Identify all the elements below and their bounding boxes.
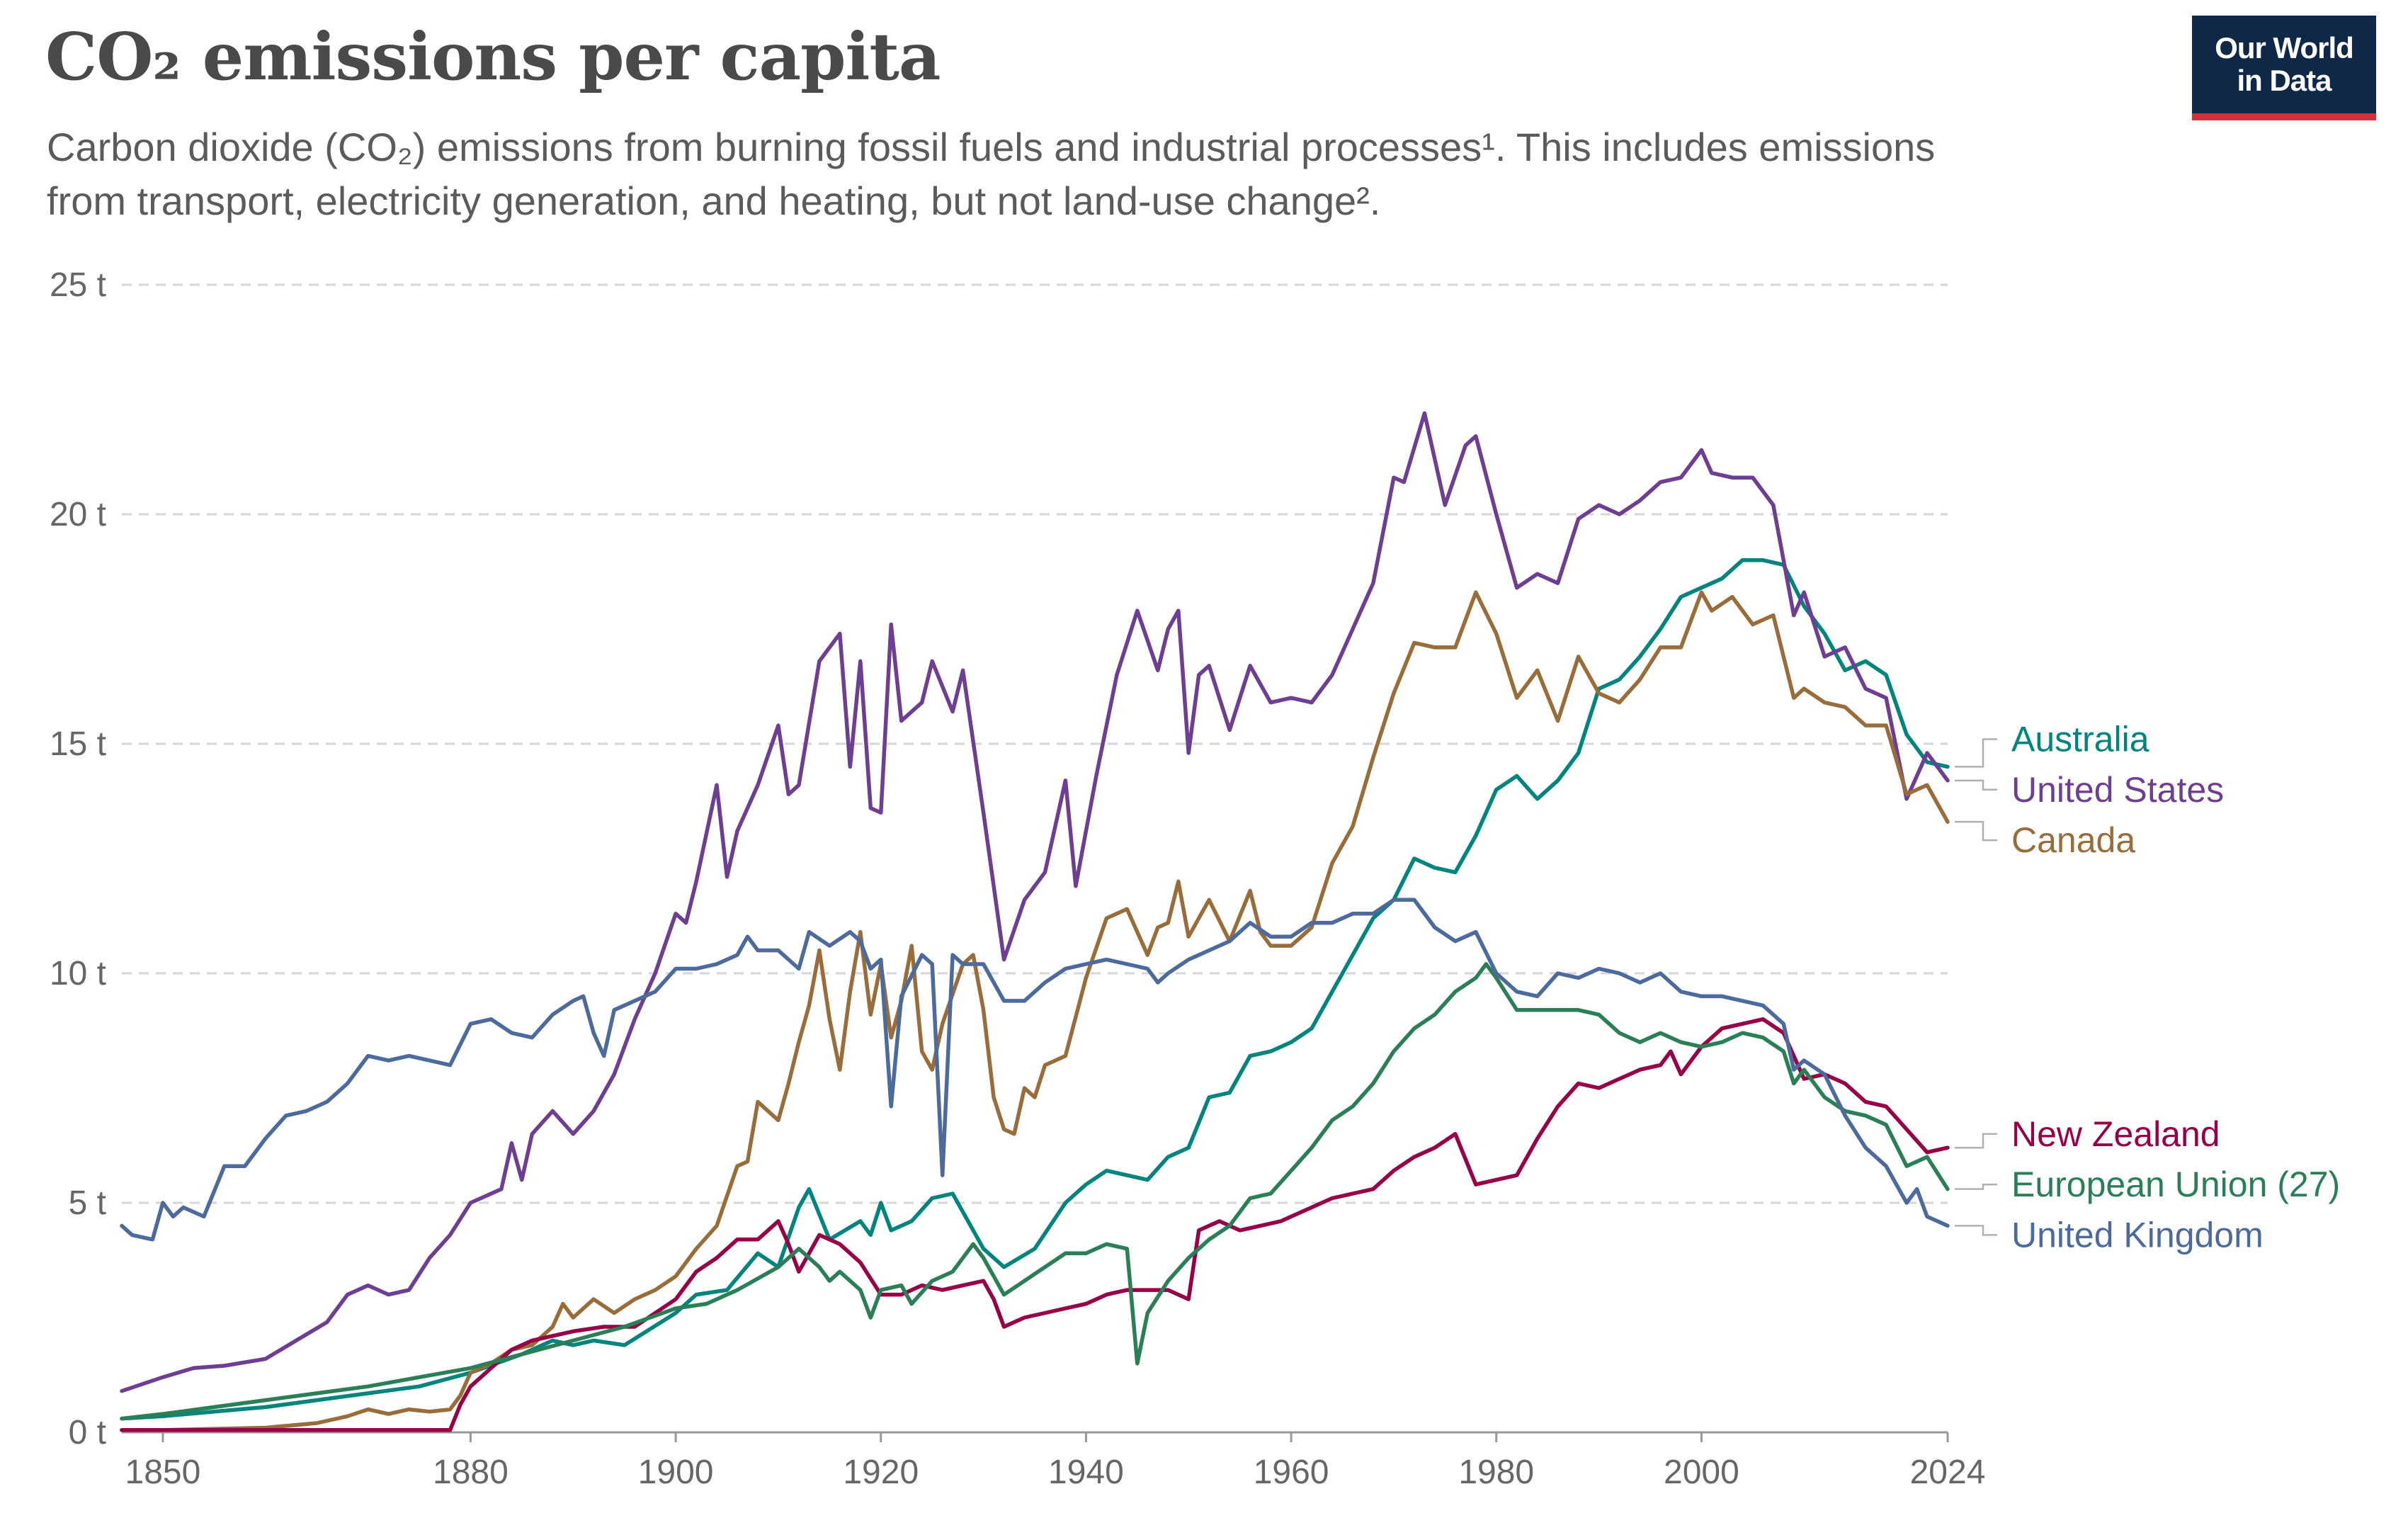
y-tick-label: 25 t xyxy=(50,266,106,304)
x-tick-label: 1880 xyxy=(433,1454,509,1491)
legend-connector xyxy=(1955,738,1997,768)
legend-label: Australia xyxy=(2011,720,2149,759)
chart-subtitle: Carbon dioxide (CO₂) emissions from burn… xyxy=(47,120,2086,228)
x-tick-label: 2024 xyxy=(1910,1454,1986,1491)
y-tick-label: 15 t xyxy=(50,725,106,763)
legend-connector xyxy=(1955,779,1997,791)
legend-connector xyxy=(1955,1225,1997,1236)
legend-label: United States xyxy=(2011,770,2224,810)
legend-label: European Union (27) xyxy=(2011,1165,2340,1204)
x-tick-label: 1940 xyxy=(1048,1454,1124,1491)
x-tick-label: 2000 xyxy=(1664,1454,1739,1491)
logo-line-2: in Data xyxy=(2237,64,2332,97)
chart-title: CO₂ emissions per capita xyxy=(45,18,941,95)
series-lines xyxy=(120,411,1950,1432)
x-tick-label: 1980 xyxy=(1458,1454,1534,1491)
legend-connector xyxy=(1955,820,1997,842)
series-line xyxy=(120,558,1950,1421)
legend-connector xyxy=(1955,1133,1997,1149)
our-world-in-data-logo[interactable]: Our World in Data xyxy=(2192,16,2376,120)
logo-line-1: Our World xyxy=(2215,31,2354,64)
axes: 0 t 5 t 10 t 15 t 20 t 25 t 1850 1880 1900 1920 19… xyxy=(50,266,1985,1491)
y-tick-label: 5 t xyxy=(69,1184,106,1222)
legend-label: United Kingdom xyxy=(2011,1215,2264,1255)
legend-connector xyxy=(1955,1183,1997,1190)
x-tick-label: 1900 xyxy=(638,1454,714,1491)
gridlines xyxy=(122,283,1948,1204)
y-tick-label: 0 t xyxy=(69,1414,106,1451)
series-line xyxy=(120,1017,1950,1432)
series-line xyxy=(120,898,1950,1242)
x-tick-label: 1850 xyxy=(125,1454,201,1491)
x-tick-label: 1920 xyxy=(843,1454,919,1491)
legend-label: New Zealand xyxy=(2011,1114,2220,1154)
series-line xyxy=(120,411,1950,1393)
series-line xyxy=(120,962,1950,1421)
x-tick-label: 1960 xyxy=(1254,1454,1329,1491)
subtitle-line-2: from transport, electricity generation, … xyxy=(47,179,1381,223)
y-tick-label: 20 t xyxy=(50,496,106,533)
series-line xyxy=(120,590,1950,1432)
subtitle-line-1: Carbon dioxide (CO₂) emissions from burn… xyxy=(47,125,1936,169)
legend: Australia United States Canada New Zealand E… xyxy=(1955,720,2340,1255)
y-tick-label: 10 t xyxy=(50,955,106,992)
legend-label: Canada xyxy=(2011,820,2135,860)
